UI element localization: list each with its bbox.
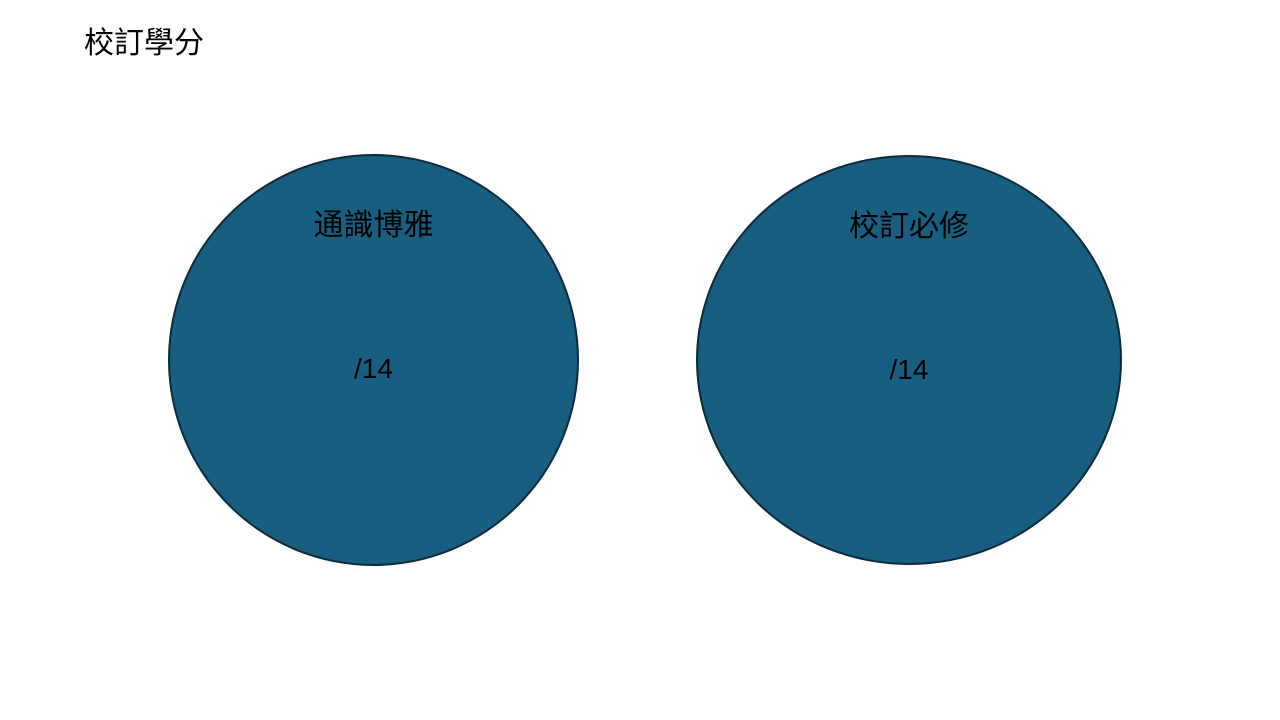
circle-general-education: 通識博雅 /14 bbox=[168, 154, 579, 566]
circle-value-general-education: /14 bbox=[354, 353, 393, 384]
page-title: 校訂學分 bbox=[84, 26, 204, 61]
circle-label-school-required: 校訂必修 bbox=[849, 209, 969, 244]
circle-label-general-education: 通識博雅 bbox=[313, 208, 434, 243]
circle-school-required: 校訂必修 /14 bbox=[696, 155, 1122, 565]
circle-value-school-required: /14 bbox=[889, 354, 929, 385]
